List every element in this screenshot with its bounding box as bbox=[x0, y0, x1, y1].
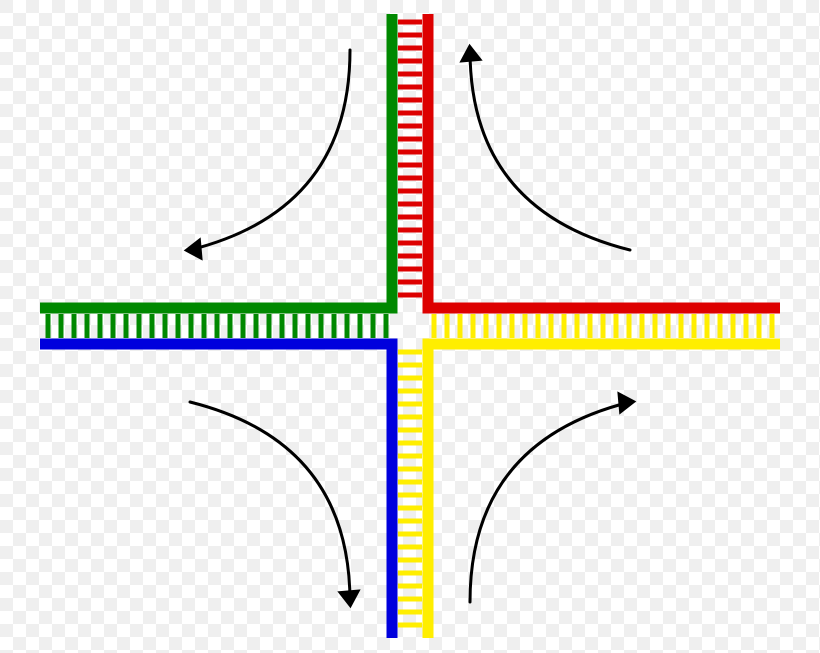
holliday-junction-diagram bbox=[0, 0, 820, 653]
